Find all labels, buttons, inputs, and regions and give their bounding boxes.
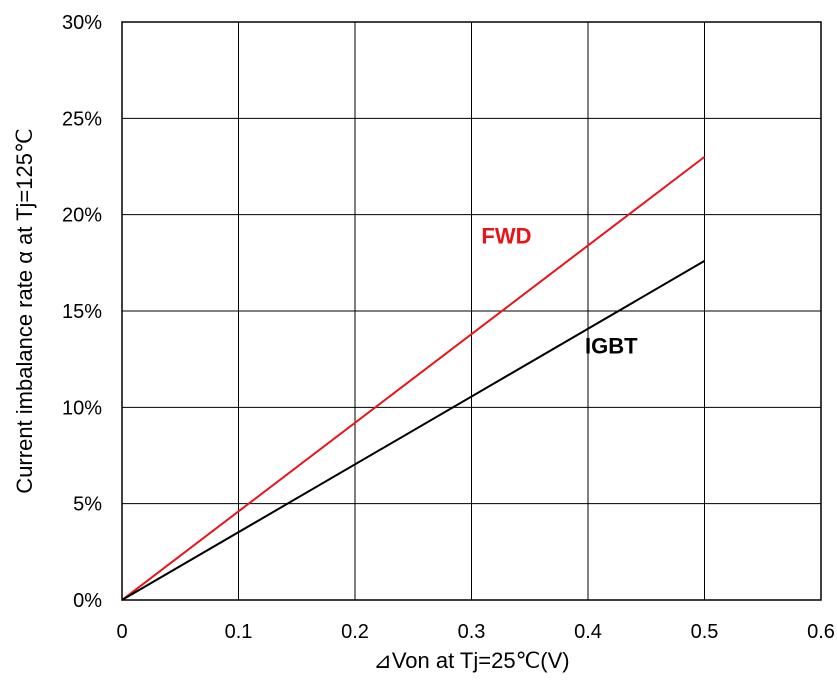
y-tick-label: 30% [62,12,102,34]
y-tick-label: 10% [62,397,102,419]
x-tick-label: 0 [116,621,127,643]
grid [122,22,821,600]
y-tick-labels: 0% 5% 10% 15% 20% 25% 30% [62,12,102,612]
x-tick-label: 0.6 [807,621,835,643]
y-tick-label: 20% [62,205,102,227]
series-label-igbt: IGBT [585,333,638,358]
series-labels: FWD IGBT [481,224,638,359]
x-tick-label: 0.4 [574,621,602,643]
x-tick-labels: 0 0.1 0.2 0.3 0.4 0.5 0.6 [116,621,834,643]
x-tick-label: 0.5 [691,621,719,643]
x-axis-title: ⊿Von at Tj=25℃(V) [373,648,569,673]
y-tick-label: 25% [62,108,102,130]
y-axis-title: Current imbalance rate α at Tj=125℃ [12,128,37,493]
x-tick-label: 0.3 [458,621,486,643]
series-lines [121,156,706,601]
x-tick-label: 0.1 [225,621,253,643]
series-line-igbt [121,260,706,601]
plot-frame [121,21,822,601]
y-tick-label: 15% [62,301,102,323]
series-line-fwd [121,156,706,601]
y-tick-label: 5% [73,494,102,516]
y-tick-label: 0% [73,590,102,612]
x-tick-label: 0.2 [341,621,369,643]
series-label-fwd: FWD [481,224,531,249]
